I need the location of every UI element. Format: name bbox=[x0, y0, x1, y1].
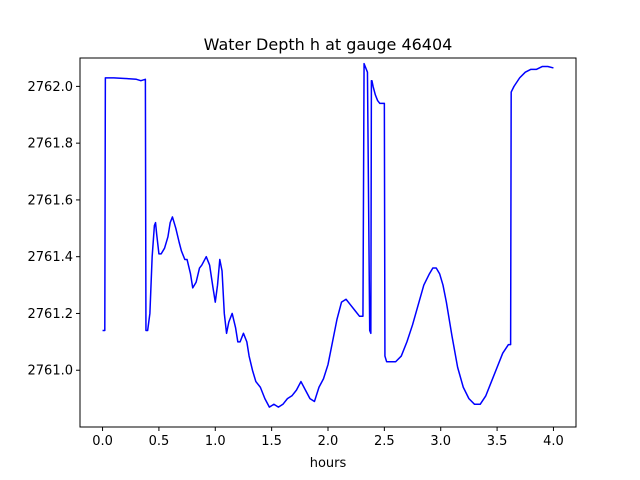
x-tick-label: 0.0 bbox=[92, 434, 113, 449]
x-tick-label: 2.0 bbox=[318, 434, 339, 449]
x-axis-ticks: 0.0 0.5 1.0 1.5 2.0 2.5 3.0 3.5 4.0 bbox=[92, 427, 564, 449]
y-tick-label: 2761.2 bbox=[28, 307, 74, 322]
x-tick-label: 4.0 bbox=[543, 434, 564, 449]
y-tick-label: 2762.0 bbox=[28, 80, 74, 95]
x-tick-label: 0.5 bbox=[149, 434, 170, 449]
y-tick-label: 2761.8 bbox=[28, 137, 74, 152]
axes-frame bbox=[79, 57, 577, 428]
x-tick-label: 2.5 bbox=[374, 434, 395, 449]
y-tick-label: 2761.6 bbox=[28, 193, 74, 208]
y-tick-label: 2761.0 bbox=[28, 364, 74, 379]
x-axis-title: hours bbox=[310, 456, 347, 471]
x-tick-label: 3.5 bbox=[487, 434, 508, 449]
x-tick-label: 1.0 bbox=[205, 434, 226, 449]
x-tick-label: 1.5 bbox=[261, 434, 282, 449]
plot-area bbox=[79, 57, 577, 428]
x-tick-label: 3.0 bbox=[430, 434, 451, 449]
y-axis-ticks: 2761.0 2761.2 2761.4 2761.6 2761.8 2762.0 bbox=[28, 80, 80, 379]
y-tick-label: 2761.4 bbox=[28, 250, 74, 265]
series-line-0 bbox=[102, 62, 554, 408]
chart-title: Water Depth h at gauge 46404 bbox=[204, 35, 453, 54]
